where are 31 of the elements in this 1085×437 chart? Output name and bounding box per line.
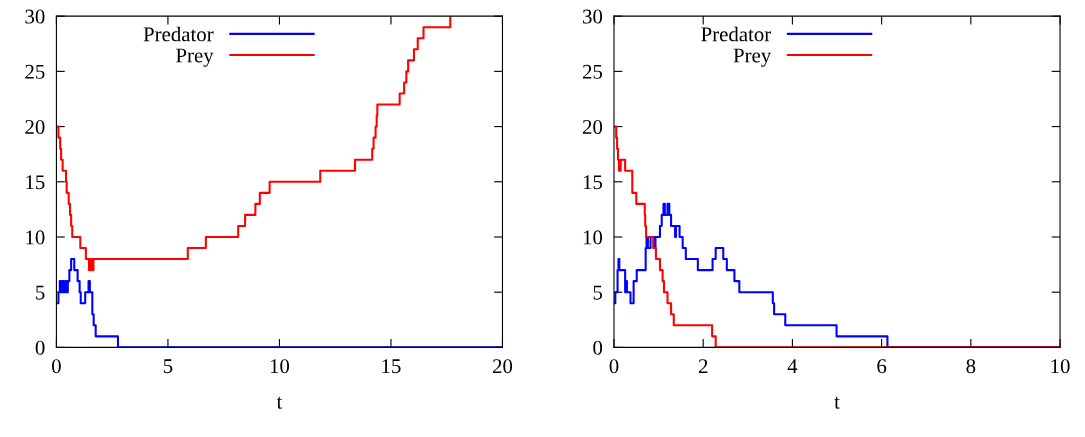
x-tick-label: 2 <box>698 359 708 373</box>
x-tick-label: 10 <box>1051 359 1070 374</box>
y-tick-label: 25 <box>25 64 45 79</box>
y-tick-label: 15 <box>583 175 603 190</box>
y-tick-label: 20 <box>582 119 603 135</box>
x-axis-title: t <box>834 396 840 409</box>
legend-label: Predator <box>143 26 214 42</box>
x-tick-label: 6 <box>877 359 887 374</box>
legend-label: Prey <box>176 48 214 67</box>
y-tick-label: 5 <box>593 285 603 300</box>
y-tick-label: 10 <box>26 230 45 245</box>
y-tick-label: 5 <box>36 285 45 300</box>
x-tick-label: 0 <box>52 359 61 374</box>
y-tick-label: 30 <box>25 9 45 24</box>
y-tick-label: 0 <box>593 340 603 355</box>
x-tick-label: 20 <box>492 359 513 374</box>
y-tick-label: 15 <box>26 175 45 190</box>
x-tick-label: 15 <box>382 359 401 374</box>
y-tick-label: 10 <box>583 230 603 245</box>
y-tick-label: 25 <box>582 64 603 79</box>
x-tick-label: 4 <box>787 359 798 373</box>
y-tick-label: 30 <box>583 9 603 24</box>
y-tick-label: 0 <box>35 340 45 355</box>
x-axis-title: t <box>276 396 283 409</box>
y-tick-label: 20 <box>25 119 45 135</box>
x-tick-label: 5 <box>163 359 173 374</box>
legend-label: Predator <box>701 26 772 42</box>
x-tick-label: 0 <box>609 359 619 374</box>
x-tick-label: 8 <box>966 359 976 374</box>
x-tick-label: 10 <box>270 359 290 374</box>
legend-label: Prey <box>733 48 772 67</box>
